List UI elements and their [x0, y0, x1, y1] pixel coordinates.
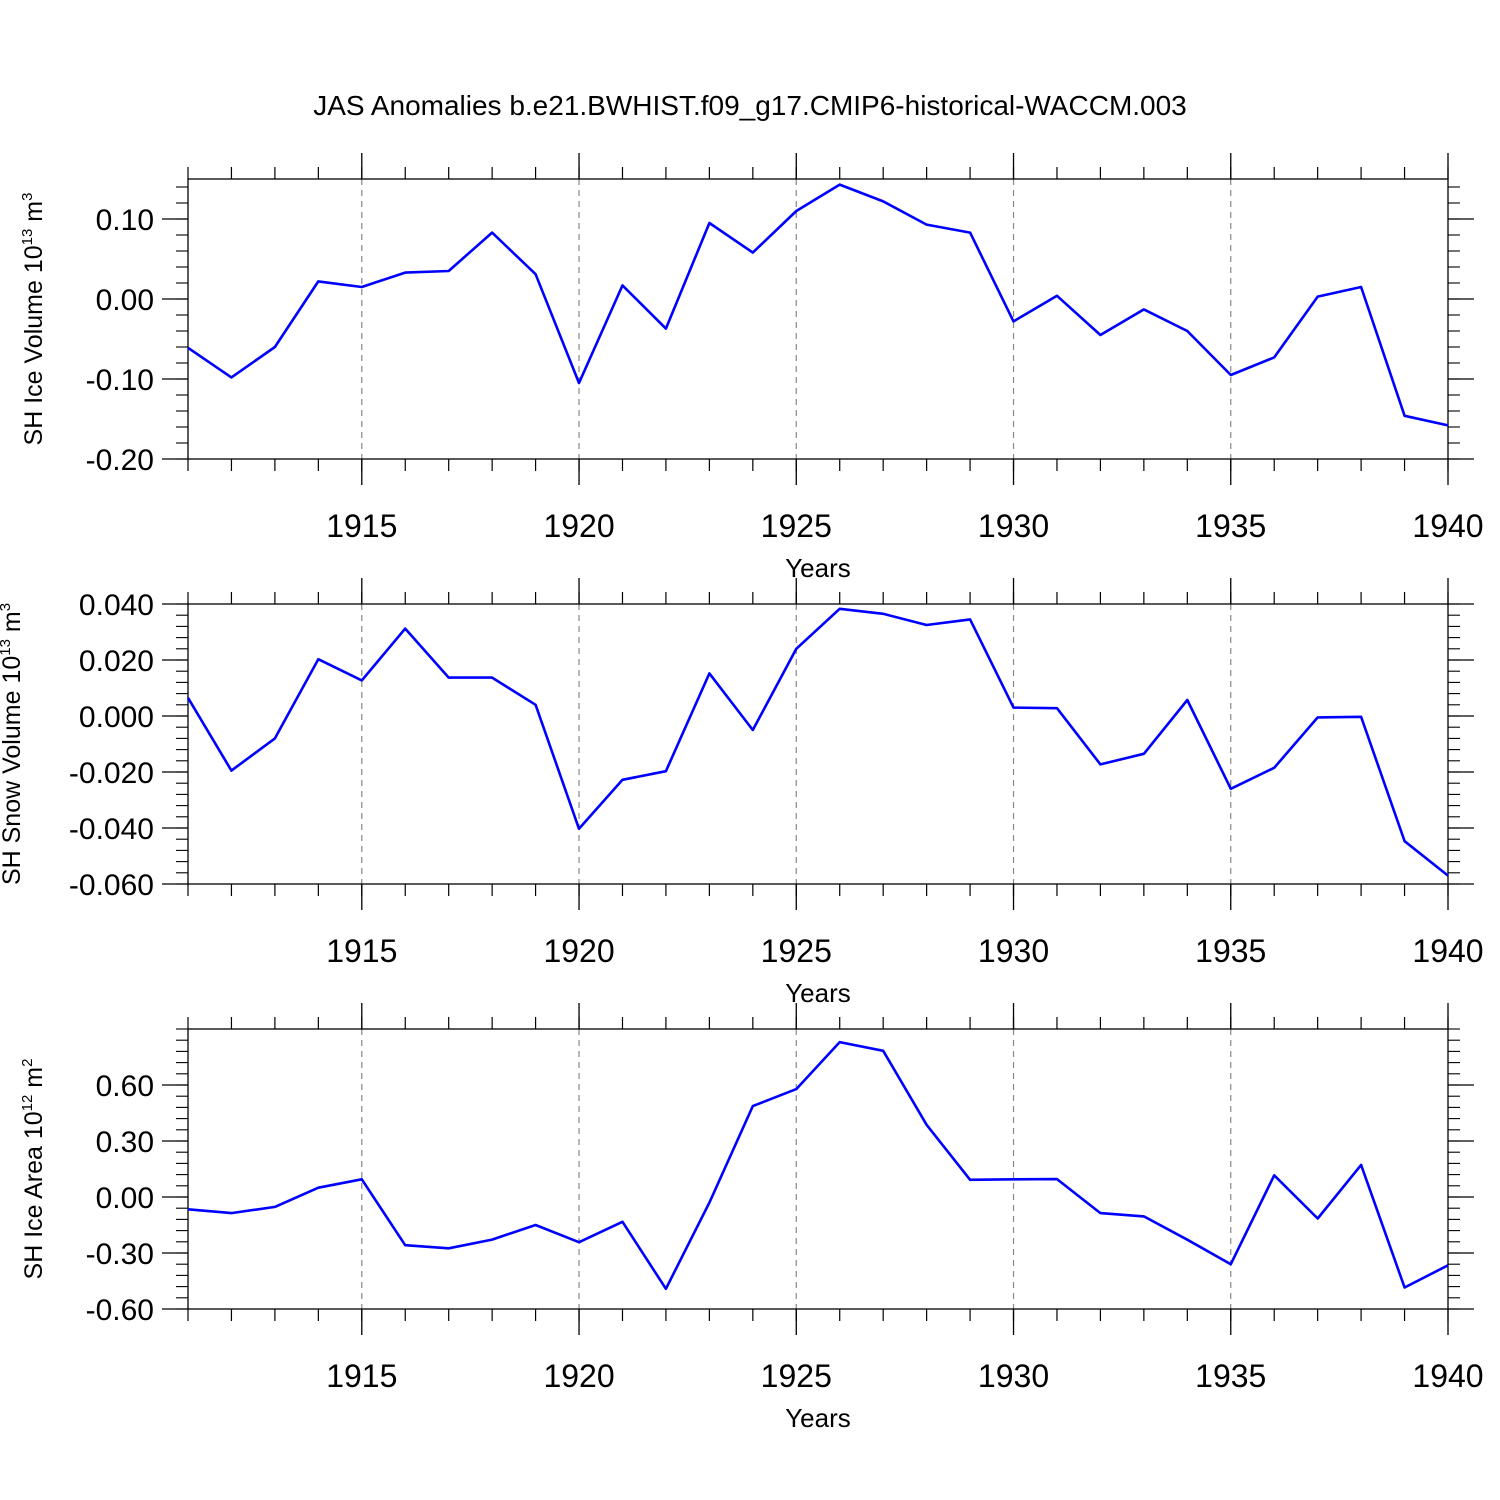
y-axis-label-unit: m	[0, 611, 26, 639]
y-tick-label: 0.00	[96, 1182, 154, 1215]
series-line	[187, 1040, 1449, 1291]
x-tick-label: 1940	[1412, 1358, 1483, 1394]
plot-frame	[187, 603, 1449, 885]
x-tick-label: 1925	[761, 508, 832, 544]
x-axis-label: Years	[785, 978, 851, 1008]
series-line	[187, 183, 1449, 427]
y-tick-label: 0.60	[96, 1070, 154, 1103]
y-tick-label: 0.040	[79, 589, 154, 622]
x-axis-label: Years	[785, 553, 851, 583]
x-tick-label: 1915	[326, 933, 397, 969]
x-tick-label: 1915	[326, 508, 397, 544]
x-tick-label: 1920	[543, 933, 614, 969]
y-tick-label: 0.000	[79, 701, 154, 734]
panel-ice-volume: SH Ice Volume 1013 m3 Years	[19, 193, 851, 583]
y-axis-label-unit: m	[20, 1067, 48, 1095]
x-tick-label: 1935	[1195, 933, 1266, 969]
y-axis-label: SH Ice Area 1012 m2	[19, 1059, 48, 1280]
x-tick-label: 1935	[1195, 508, 1266, 544]
plot-frame	[187, 1028, 1449, 1310]
y-axis-label-text: SH Snow Volume 10	[0, 656, 26, 885]
x-tick-label: 1920	[543, 1358, 614, 1394]
y-axis-label-text: SH Ice Area 10	[20, 1111, 48, 1279]
y-tick-label: -0.10	[86, 364, 154, 397]
x-tick-label: 1930	[978, 508, 1049, 544]
panel-ice-area: SH Ice Area 1012 m2 Years	[19, 1059, 851, 1433]
x-tick-label: 1920	[543, 508, 614, 544]
y-axis-label-unit-exponent: 3	[0, 603, 14, 611]
x-tick-label: 1930	[978, 933, 1049, 969]
y-tick-label: -0.040	[69, 813, 154, 846]
y-tick-label: 0.020	[79, 645, 154, 678]
y-axis-label-unit-exponent: 2	[19, 1059, 36, 1067]
y-tick-label: 0.10	[96, 204, 154, 237]
plot-frame	[187, 178, 1449, 460]
y-tick-label: -0.20	[86, 444, 154, 477]
y-tick-label: 0.00	[96, 284, 154, 317]
y-tick-label: -0.020	[69, 757, 154, 790]
x-tick-label: 1930	[978, 1358, 1049, 1394]
x-axis-label: Years	[785, 1403, 851, 1433]
series-line	[186, 607, 1449, 877]
y-tick-label: -0.60	[86, 1294, 154, 1327]
y-axis-label-unit-exponent: 3	[19, 193, 36, 201]
x-tick-label: 1940	[1412, 933, 1483, 969]
y-tick-label: -0.30	[86, 1238, 154, 1271]
x-tick-label: 1935	[1195, 1358, 1266, 1394]
y-tick-label: -0.060	[69, 869, 154, 902]
y-axis-label-exponent: 12	[19, 1095, 36, 1112]
y-axis-label-text: SH Ice Volume 10	[20, 245, 48, 445]
y-axis-label-exponent: 13	[19, 229, 36, 246]
panel-snow-volume: SH Snow Volume 1013 m3 Years	[0, 603, 851, 1008]
x-tick-label: 1940	[1412, 508, 1483, 544]
x-tick-label: 1925	[761, 933, 832, 969]
chart-title: JAS Anomalies b.e21.BWHIST.f09_g17.CMIP6…	[313, 90, 1187, 121]
x-tick-label: 1925	[761, 1358, 832, 1394]
y-axis-label-unit: m	[20, 201, 48, 229]
y-axis-label: SH Ice Volume 1013 m3	[19, 193, 48, 446]
y-axis-label-exponent: 13	[0, 639, 14, 656]
y-axis-label: SH Snow Volume 1013 m3	[0, 603, 26, 885]
y-tick-label: 0.30	[96, 1126, 154, 1159]
x-tick-label: 1915	[326, 1358, 397, 1394]
